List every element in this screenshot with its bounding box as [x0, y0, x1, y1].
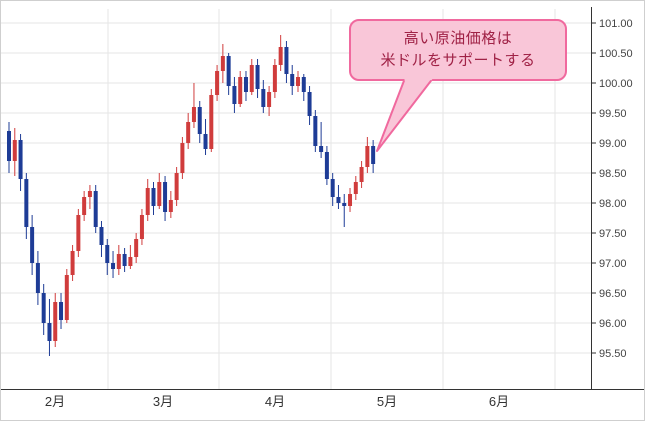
candle-body	[238, 77, 243, 104]
x-axis-label: 3月	[153, 394, 173, 409]
annotation-text-line1: 高い原油価格は	[403, 30, 513, 48]
candle-body	[249, 65, 254, 92]
candle-body	[82, 197, 87, 215]
candle-body	[24, 179, 29, 227]
y-axis-label: 99.00	[599, 138, 627, 150]
y-axis-label: 100.50	[599, 48, 633, 60]
candle-body	[59, 302, 64, 320]
candle-body	[128, 257, 133, 266]
candle-body	[163, 182, 168, 212]
y-axis-label: 100.00	[599, 78, 633, 90]
y-axis-label: 96.50	[599, 288, 627, 300]
candle-body	[290, 74, 295, 86]
candle-body	[209, 95, 214, 149]
candle-body	[7, 131, 11, 161]
y-axis-label: 97.00	[599, 258, 627, 270]
candle-body	[47, 323, 52, 341]
candle-body	[313, 116, 318, 146]
candle-body	[157, 182, 162, 206]
candle-body	[296, 77, 300, 86]
candle-body	[220, 56, 225, 71]
y-axis-label: 99.50	[599, 108, 627, 120]
candle-body	[365, 146, 370, 167]
candle-body	[324, 152, 329, 179]
candle-body	[197, 107, 202, 134]
candle-body	[353, 182, 358, 194]
candle-body	[151, 188, 156, 206]
annotation-bubble: 高い原油価格は 米ドルをサポートする	[349, 19, 567, 81]
candle-body	[18, 140, 23, 179]
candle-body	[284, 47, 289, 74]
candle-body	[191, 107, 196, 122]
candle-body	[30, 227, 35, 263]
candle-body	[53, 302, 58, 341]
candle-body	[134, 239, 139, 257]
candle-body	[371, 146, 376, 164]
candle-body	[87, 191, 92, 197]
candle-body	[267, 92, 272, 107]
candle-body	[93, 191, 98, 227]
candle-body	[105, 245, 110, 263]
candle-body	[203, 134, 208, 149]
x-axis-label: 4月	[265, 394, 285, 409]
candle-body	[348, 194, 353, 206]
candle-body	[180, 143, 185, 173]
candle-body	[76, 215, 81, 251]
y-axis-label: 95.50	[599, 348, 627, 360]
candle-body	[301, 77, 306, 92]
candle-body	[261, 89, 266, 107]
candle-body	[359, 167, 364, 182]
candle-body	[70, 251, 75, 275]
candle-body	[168, 200, 173, 212]
candle-body	[35, 263, 40, 293]
candle-body	[330, 179, 335, 197]
candle-body	[64, 275, 69, 320]
candle-body	[122, 254, 127, 266]
candle-body	[41, 293, 46, 323]
candle-body	[272, 65, 277, 92]
candle-body	[186, 122, 191, 143]
candle-body	[226, 56, 231, 86]
candle-body	[139, 215, 144, 239]
candle-body	[215, 71, 220, 95]
candle-body	[342, 203, 347, 206]
candle-body	[232, 86, 237, 104]
x-axis-label: 6月	[489, 394, 509, 409]
candle-body	[319, 146, 324, 152]
candle-body	[278, 47, 283, 65]
candle-body	[116, 254, 121, 269]
y-axis-label: 98.50	[599, 168, 627, 180]
candle-body	[307, 92, 312, 116]
y-axis-label: 98.00	[599, 198, 627, 210]
y-axis-label: 97.50	[599, 228, 627, 240]
candle-body	[243, 77, 248, 92]
candle-body	[12, 140, 17, 161]
x-axis-label: 2月	[45, 394, 65, 409]
candle-body	[99, 227, 104, 245]
candle-body	[145, 188, 150, 215]
candle-body	[174, 173, 179, 200]
candle-body	[111, 263, 116, 269]
y-axis-label: 96.00	[599, 318, 627, 330]
y-axis-label: 101.00	[599, 18, 633, 30]
x-axis-label: 5月	[377, 394, 397, 409]
candle-body	[255, 65, 260, 89]
annotation-text-line2: 米ドルをサポートする	[380, 52, 536, 69]
candle-body	[336, 197, 341, 203]
